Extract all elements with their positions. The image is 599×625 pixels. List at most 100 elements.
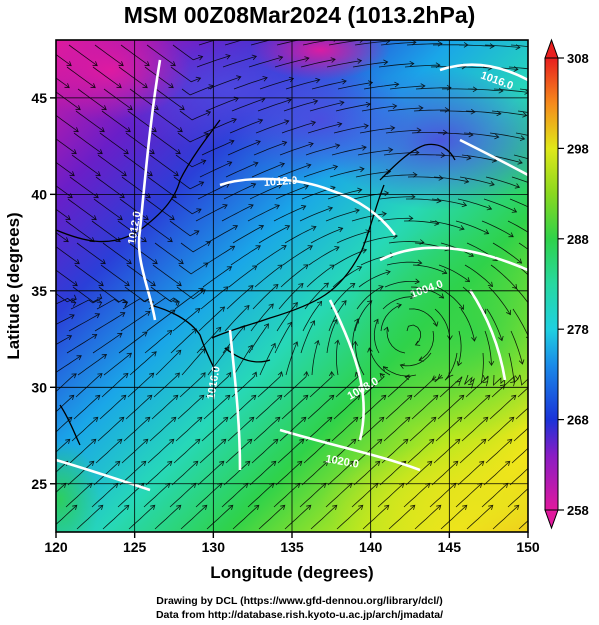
streamline [302, 301, 322, 332]
streamline [509, 198, 528, 208]
streamline [327, 461, 355, 486]
streamline-arrowhead [407, 394, 413, 401]
streamline [56, 355, 82, 373]
streamline-arrowhead [405, 416, 411, 423]
streamline-arrowhead [464, 277, 471, 283]
streamline-arrowhead [254, 504, 260, 511]
streamline [178, 262, 209, 275]
streamline [181, 85, 214, 96]
streamline [303, 166, 338, 178]
streamline [283, 371, 308, 398]
streamline [232, 225, 264, 244]
streamline [147, 439, 175, 464]
streamline [232, 505, 260, 530]
streamline-arrowhead [65, 438, 71, 445]
streamline-arrowhead [228, 504, 234, 511]
streamline-arrowhead [563, 285, 568, 290]
streamline [127, 372, 154, 398]
streamline [299, 207, 333, 222]
streamline [151, 395, 179, 420]
streamline-arrowhead [71, 294, 77, 300]
streamline-arrowhead [270, 342, 276, 349]
streamline [154, 505, 182, 530]
streamline-arrowhead [66, 61, 72, 67]
streamline-arrowhead [98, 504, 104, 511]
streamline [177, 395, 205, 420]
streamline [281, 121, 316, 134]
streamline [206, 225, 238, 244]
streamline-arrowhead [427, 460, 433, 467]
streamline-arrowhead [99, 127, 105, 133]
streamline-arrowhead [176, 504, 182, 511]
streamline [412, 264, 447, 274]
streamline [128, 242, 158, 265]
streamline [101, 110, 131, 133]
streamline [179, 372, 206, 398]
streamline-arrowhead [271, 460, 277, 467]
streamline-arrowhead [489, 43, 495, 49]
streamline [493, 88, 528, 93]
streamline-arrowhead [436, 197, 442, 204]
streamline-arrowhead [361, 145, 367, 151]
streamline [378, 63, 414, 68]
streamline-arrowhead [416, 127, 422, 134]
streamline [330, 283, 356, 310]
streamline-arrowhead [63, 237, 69, 243]
isobar-label-1: 1012.0 [263, 175, 297, 189]
streamline-arrowhead [101, 354, 108, 360]
streamline-arrowhead [429, 438, 435, 445]
streamline-arrowhead [178, 259, 184, 265]
streamline [256, 245, 287, 266]
streamline-arrowhead [482, 381, 489, 387]
streamline [285, 341, 298, 376]
streamline [515, 132, 528, 136]
streamline [379, 461, 407, 486]
colorbar-tick-labels: 258 268 278 288 298 308 [558, 51, 589, 518]
streamline-arrowhead [337, 121, 343, 128]
streamline-arrowhead [200, 372, 206, 378]
streamline [409, 417, 437, 442]
streamline-arrowhead [508, 232, 514, 238]
streamline [465, 110, 501, 115]
streamline-arrowhead [257, 118, 264, 124]
streamline [120, 311, 151, 332]
streamline-arrowhead [127, 105, 133, 111]
streamline [368, 347, 391, 376]
streamline [383, 417, 411, 442]
streamline-arrowhead [390, 125, 396, 132]
streamline-arrowhead [483, 416, 489, 423]
streamline-arrowhead [315, 77, 321, 84]
streamline-arrowhead [66, 335, 73, 340]
streamline-arrowhead [529, 483, 534, 488]
streamline-arrowhead [431, 375, 437, 381]
streamline [155, 88, 185, 111]
streamline-arrowhead [94, 313, 101, 319]
streamline-arrowhead [126, 352, 132, 358]
streamline-arrowhead [229, 139, 235, 145]
streamline [336, 505, 364, 530]
streamline [300, 320, 315, 354]
x-tick-label: 135 [280, 539, 304, 555]
streamline-arrowhead [286, 98, 292, 104]
streamline [205, 97, 239, 112]
streamline-arrowhead [352, 340, 358, 346]
streamline-arrowhead [381, 211, 387, 217]
streamline-arrowhead [542, 46, 546, 51]
streamline [380, 41, 416, 46]
streamline [223, 183, 256, 200]
streamline-arrowhead [69, 394, 75, 401]
streamline [143, 220, 173, 243]
streamline-arrowhead [358, 504, 364, 511]
streamline-arrowhead [312, 99, 319, 105]
streamline [259, 343, 276, 376]
coastlines [56, 119, 456, 446]
streamline-arrowhead [486, 205, 493, 211]
streamline-arrowhead [245, 460, 251, 467]
streamline [356, 285, 384, 310]
streamline [511, 176, 528, 183]
streamline [99, 395, 127, 420]
streamline [254, 264, 283, 288]
streamline [93, 461, 121, 486]
streamline [457, 198, 492, 210]
streamline-arrowhead [236, 75, 242, 81]
